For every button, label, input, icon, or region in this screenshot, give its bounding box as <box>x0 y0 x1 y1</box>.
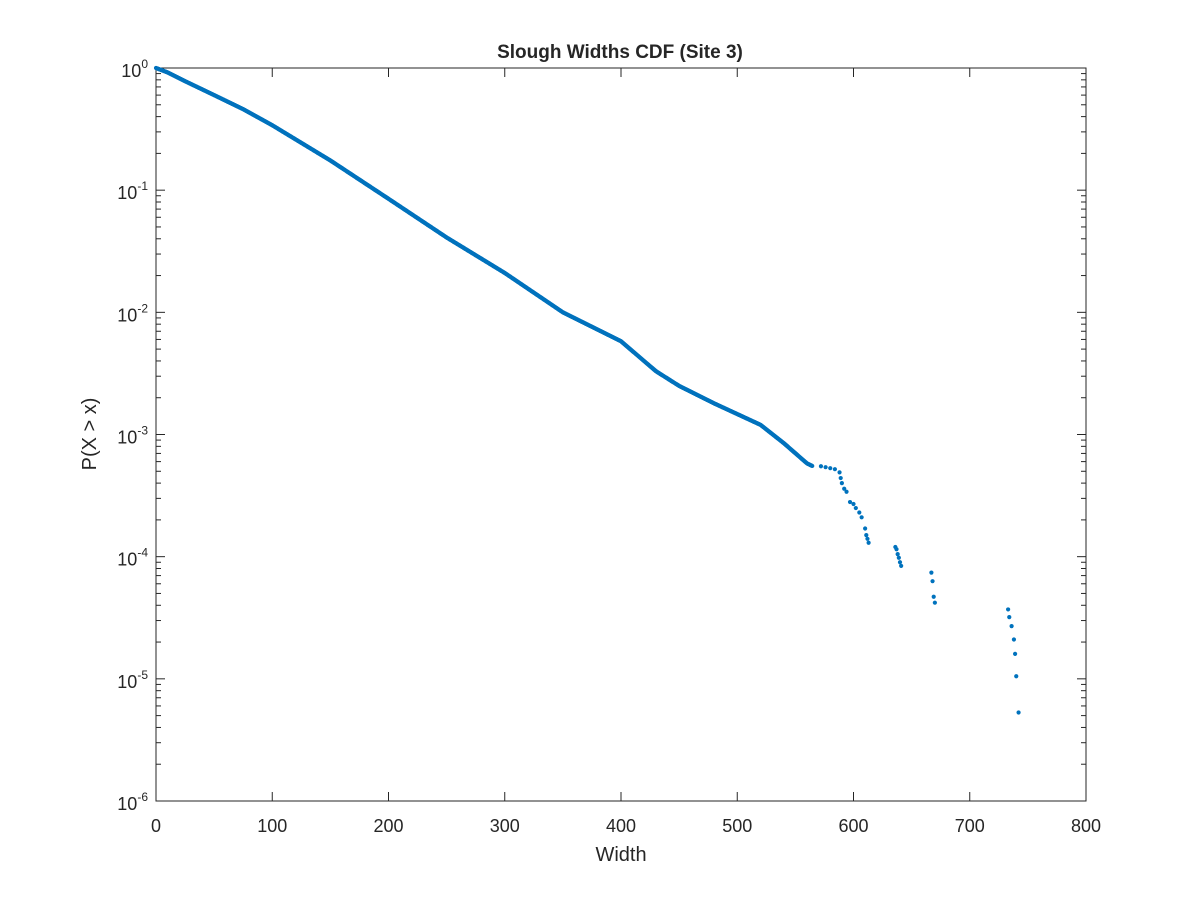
x-tick-label: 400 <box>606 816 636 836</box>
y-tick-label: 10-5 <box>117 668 148 692</box>
y-tick-base: 10 <box>117 672 137 692</box>
data-point <box>847 499 853 505</box>
data-point <box>1007 615 1012 620</box>
y-tick-base: 10 <box>117 305 137 325</box>
data-points <box>153 65 1021 715</box>
y-tick-label: 10-4 <box>117 546 148 570</box>
data-point <box>864 533 869 538</box>
data-point <box>894 547 899 552</box>
data-point <box>929 570 934 575</box>
data-point <box>839 481 844 486</box>
data-point <box>1009 624 1014 629</box>
x-tick-label: 0 <box>151 816 161 836</box>
x-tick-label: 700 <box>955 816 985 836</box>
y-tick-base: 10 <box>121 61 141 81</box>
data-point <box>818 464 824 469</box>
data-point <box>932 600 937 605</box>
data-point <box>844 489 849 494</box>
y-tick-label: 10-3 <box>117 424 148 448</box>
axes-box <box>155 67 1087 802</box>
data-point <box>828 466 833 471</box>
plot-area <box>153 65 1087 802</box>
y-tick-exponent: -5 <box>137 668 148 682</box>
y-tick-label: 10-2 <box>117 301 148 325</box>
data-point <box>1012 651 1018 657</box>
data-point <box>866 540 871 545</box>
data-point <box>823 465 828 470</box>
y-tick-label: 10-6 <box>117 790 148 814</box>
data-point <box>899 563 904 569</box>
y-axis-label: P(X > x) <box>79 398 101 471</box>
data-point <box>931 594 936 599</box>
data-point <box>853 505 858 511</box>
data-point <box>930 579 935 584</box>
data-point <box>895 551 900 557</box>
x-tick-labels: 0 100 200 300 400 500 600 700 800 <box>151 816 1101 836</box>
y-tick-exponent: 0 <box>141 57 148 71</box>
y-tick-base: 10 <box>117 794 137 814</box>
y-tick-label: 10-1 <box>117 179 148 203</box>
data-point <box>857 510 862 515</box>
data-point <box>859 515 864 520</box>
x-tick-label: 200 <box>373 816 403 836</box>
y-tick-base: 10 <box>117 550 137 570</box>
data-point <box>842 486 847 491</box>
x-tick-label: 600 <box>838 816 868 836</box>
data-point <box>837 470 842 475</box>
data-point <box>1016 710 1021 715</box>
y-tick-label: 100 <box>121 57 148 81</box>
data-point <box>896 555 901 560</box>
data-point <box>1014 674 1019 679</box>
y-tick-exponent: -3 <box>137 424 148 438</box>
data-point <box>863 526 868 531</box>
y-tick-exponent: -2 <box>137 301 148 315</box>
y-tick-base: 10 <box>117 428 137 448</box>
x-tick-label: 300 <box>490 816 520 836</box>
y-tick-base: 10 <box>117 183 137 203</box>
data-point <box>851 501 856 507</box>
data-point <box>897 560 903 565</box>
y-tick-exponent: -6 <box>137 790 148 804</box>
data-point <box>865 536 870 541</box>
y-tick-exponent: -4 <box>137 546 148 560</box>
data-point <box>810 463 815 469</box>
x-tick-label: 800 <box>1071 816 1101 836</box>
data-point <box>1011 637 1017 642</box>
x-tick-label: 100 <box>257 816 287 836</box>
x-tick-label: 500 <box>722 816 752 836</box>
tick-marks <box>155 67 1087 802</box>
data-point <box>832 467 838 472</box>
data-point <box>1006 607 1011 612</box>
x-axis-label: Width <box>595 844 646 866</box>
y-tick-exponent: -1 <box>137 179 148 193</box>
chart-title: Slough Widths CDF (Site 3) <box>497 42 743 63</box>
data-point <box>838 475 843 481</box>
